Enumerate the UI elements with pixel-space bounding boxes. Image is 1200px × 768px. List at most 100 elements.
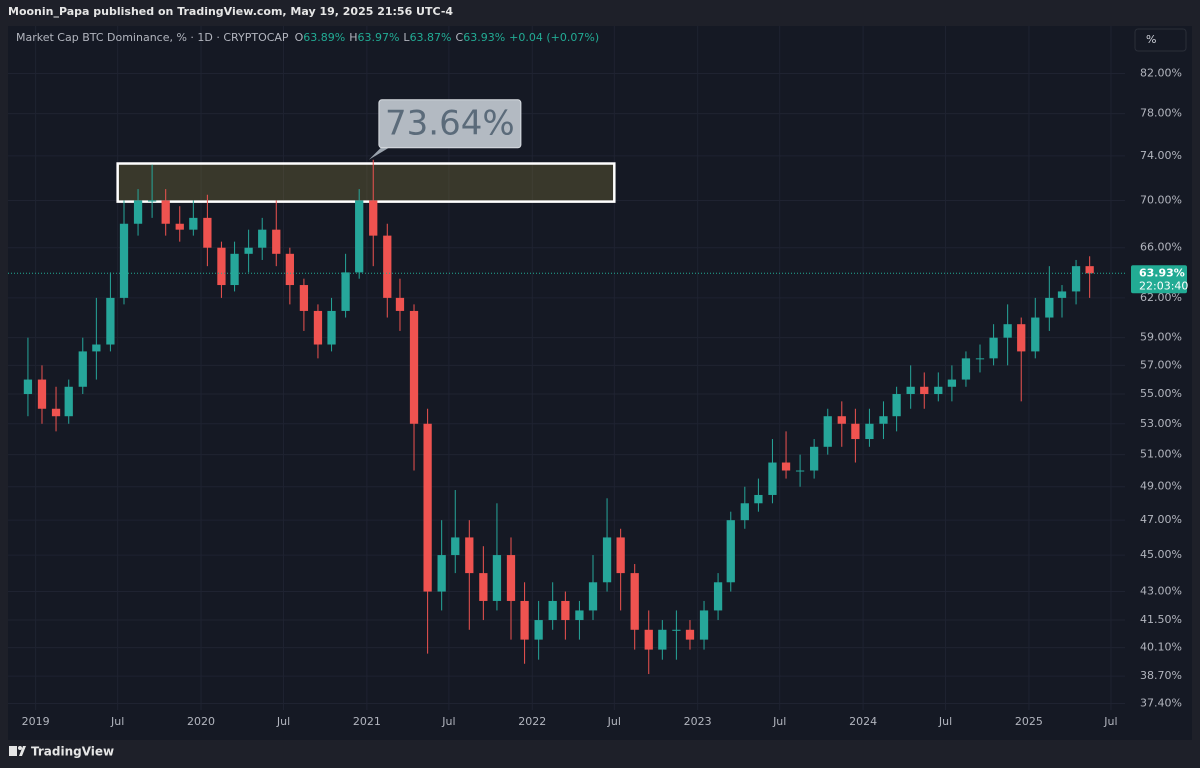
y-tick-label: 40.10% [1140, 641, 1182, 654]
callout-box [378, 99, 522, 149]
candle-body [106, 297, 115, 345]
candle-body [947, 379, 957, 387]
y-tick-label: 70.00% [1140, 193, 1182, 206]
candle-body [699, 610, 709, 640]
candle-body [1017, 324, 1026, 352]
scale-button[interactable] [1134, 28, 1187, 52]
y-tick-label: 41.50% [1140, 613, 1182, 626]
callout-pointer [368, 147, 389, 160]
candle-body [658, 629, 667, 650]
y-tick-label: 57.00% [1140, 358, 1182, 371]
candle-body [479, 573, 488, 601]
legend-value: 63.97% [357, 31, 399, 44]
x-tick-label: Jul [938, 715, 952, 728]
y-tick-label: 62.00% [1140, 291, 1182, 304]
candle-body [327, 310, 336, 345]
y-tick-label: 37.40% [1140, 697, 1182, 710]
candle-body [726, 520, 735, 583]
candle-body [1085, 266, 1094, 274]
candle-body [230, 253, 239, 286]
candle-body [989, 337, 998, 359]
candle-body [520, 600, 529, 640]
candle-body [51, 408, 61, 417]
candle-body [920, 386, 929, 395]
y-tick-label: 74.00% [1140, 149, 1182, 162]
x-tick-label: 2022 [518, 715, 546, 728]
y-tick-label: 38.70% [1140, 669, 1182, 682]
candle-body [892, 394, 901, 417]
candle-body [561, 600, 570, 621]
x-tick-label: Jul [276, 715, 290, 728]
candle-body [161, 200, 170, 224]
candle-body [147, 200, 157, 202]
candle-body [1071, 266, 1081, 292]
y-tick-label: 49.00% [1140, 480, 1182, 493]
candle-body [1003, 324, 1012, 338]
candle-body [437, 555, 446, 592]
footer-logo [9, 746, 26, 756]
legend-value: 63.89% [303, 31, 345, 44]
x-tick-label: 2023 [684, 715, 712, 728]
candle-body [423, 423, 432, 592]
candle-body [272, 229, 281, 254]
x-tick-label: 2019 [22, 715, 50, 728]
candle-body [133, 200, 143, 224]
candle-body [1045, 297, 1054, 318]
candle-body [217, 247, 226, 286]
publisher: Moonin_Papa published on TradingView.com… [8, 5, 453, 18]
scale-button-label[interactable]: % [1146, 33, 1156, 46]
highlight-zone [116, 162, 616, 203]
candle-body [78, 351, 87, 387]
x-tick-label: 2020 [187, 715, 215, 728]
candle-body [451, 537, 460, 556]
candle-body [630, 573, 639, 630]
legend-key: C [456, 31, 464, 44]
candle-body [879, 416, 888, 424]
plot-background [8, 26, 1192, 740]
candle-body [713, 582, 723, 611]
x-tick-label: Jul [1103, 715, 1117, 728]
candle-body [299, 285, 309, 311]
x-tick-label: Jul [607, 715, 621, 728]
candle-body [534, 620, 543, 640]
candle-body [575, 610, 584, 621]
legend-value: 63.93% [463, 31, 505, 44]
footer: TradingView [31, 745, 114, 759]
candle-body [548, 600, 557, 621]
candle-body [795, 470, 805, 472]
y-tick-label: 78.00% [1140, 107, 1182, 120]
candle-body [369, 200, 378, 236]
candle-body [383, 235, 392, 298]
legend: Market Cap BTC Dominance, % · 1D · CRYPT… [16, 31, 599, 44]
candle-body [23, 379, 33, 395]
candle-body [175, 223, 184, 230]
symbol: Market Cap BTC Dominance, % · 1D · CRYPT… [16, 31, 289, 44]
candle-body [395, 297, 405, 311]
candle-body [837, 416, 846, 424]
candle-body [810, 446, 819, 471]
x-tick-label: Jul [110, 715, 124, 728]
callout-label: 73.64% [385, 103, 515, 143]
x-tick-label: 2021 [353, 715, 381, 728]
candle-body [685, 629, 695, 640]
candle-body [189, 217, 198, 230]
candle-body [975, 358, 985, 360]
legend-key: O [295, 31, 304, 44]
candle-body [492, 555, 502, 601]
x-tick-label: 2024 [849, 715, 877, 728]
candle-body [64, 386, 73, 417]
x-tick-label: Jul [772, 715, 786, 728]
candle-body [644, 629, 653, 650]
candle-body [961, 358, 971, 380]
candle-body [341, 272, 350, 311]
candle-body [588, 582, 598, 611]
candle-body [1057, 291, 1067, 298]
candles [23, 159, 1094, 675]
candle-body [602, 537, 612, 583]
candle-body [781, 462, 791, 471]
candle-body [934, 386, 943, 395]
y-tick-label: 45.00% [1140, 548, 1182, 561]
x-tick-label: Jul [441, 715, 455, 728]
